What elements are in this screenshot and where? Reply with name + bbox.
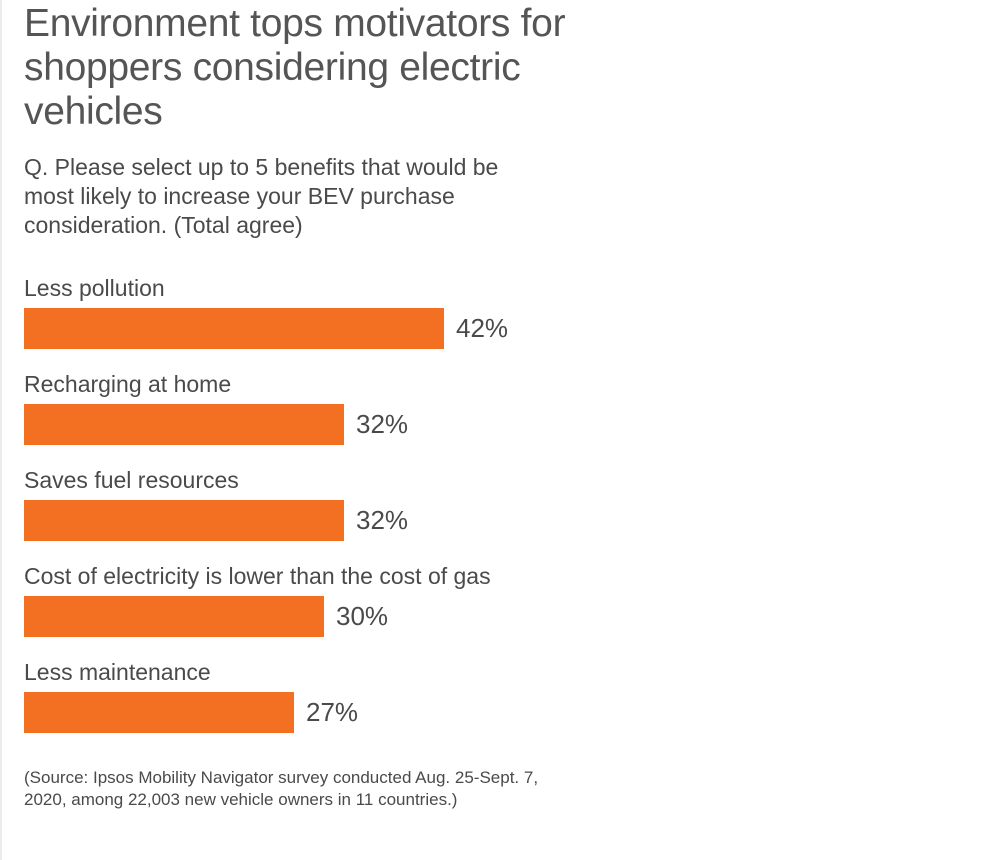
category-label: Cost of electricity is lower than the co… bbox=[24, 563, 491, 589]
category-label: Less maintenance bbox=[24, 659, 211, 685]
bar bbox=[24, 692, 294, 733]
category-label: Saves fuel resources bbox=[24, 467, 239, 493]
value-label: 32% bbox=[356, 505, 408, 535]
value-label: 27% bbox=[306, 697, 358, 727]
bar bbox=[24, 500, 344, 541]
category-label: Less pollution bbox=[24, 275, 165, 301]
chart-title: Environment tops motivators for shoppers… bbox=[24, 2, 566, 133]
bar bbox=[24, 308, 444, 349]
bar-chart: Less pollution 42% Recharging at home 32% Sa… bbox=[24, 275, 508, 733]
bar bbox=[24, 404, 344, 445]
category-label: Recharging at home bbox=[24, 371, 231, 397]
value-label: 32% bbox=[356, 409, 408, 439]
value-label: 42% bbox=[456, 313, 508, 343]
bar bbox=[24, 596, 324, 637]
survey-question: Q. Please select up to 5 benefits that w… bbox=[24, 154, 499, 238]
value-label: 30% bbox=[336, 601, 388, 631]
source-note: (Source: Ipsos Mobility Navigator survey… bbox=[24, 768, 539, 809]
page-left-edge bbox=[0, 0, 2, 860]
